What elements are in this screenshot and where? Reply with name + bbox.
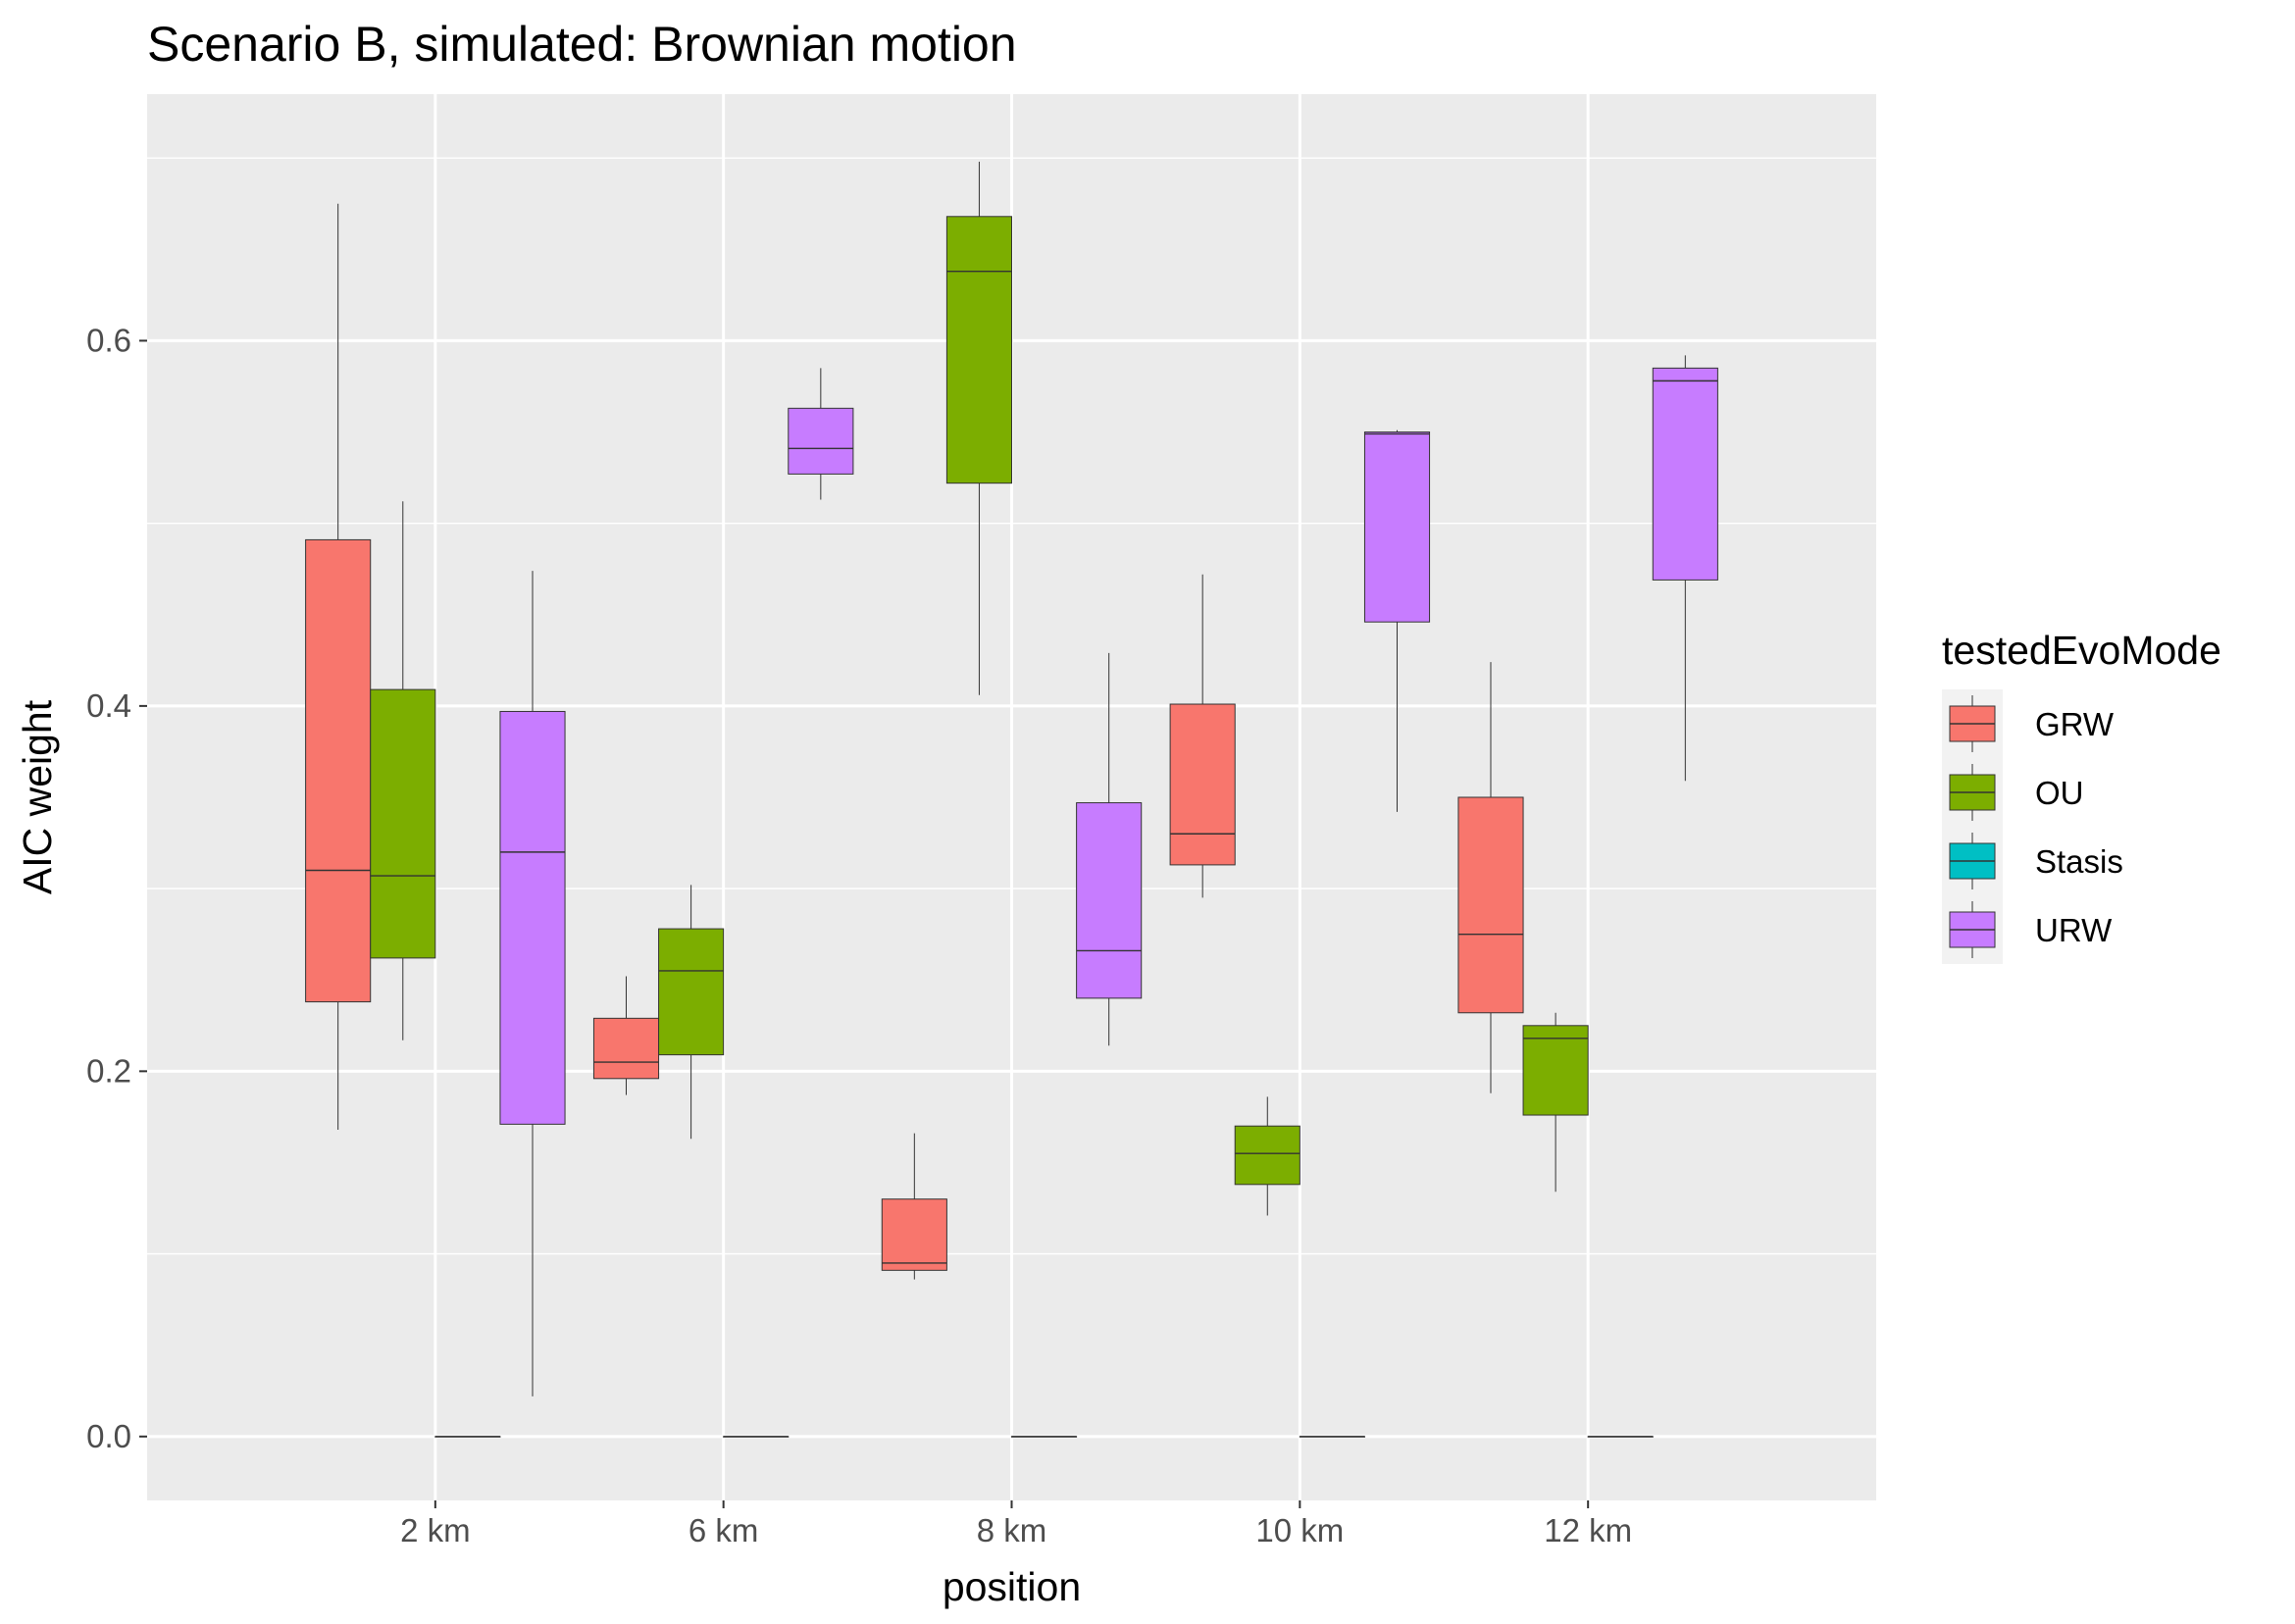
y-tick-label: 0.4 xyxy=(86,687,131,724)
box-body xyxy=(499,710,566,1125)
box-ou-3 xyxy=(1234,1096,1300,1216)
legend-label: URW xyxy=(2035,912,2113,948)
box-body xyxy=(592,1017,660,1080)
box-grw-3 xyxy=(1169,574,1236,898)
box-urw-0 xyxy=(499,571,566,1396)
box-ou-2 xyxy=(945,161,1013,695)
box-urw-1 xyxy=(788,368,854,500)
legend: testedEvoMode GRW OU Stasis URW xyxy=(1942,628,2221,964)
box-body xyxy=(658,928,725,1056)
legend-item-ou: OU xyxy=(1942,758,2084,827)
x-tick-label: 6 km xyxy=(688,1512,759,1548)
box-body xyxy=(1457,796,1524,1014)
box-body xyxy=(1234,1125,1300,1186)
legend-item-grw: GRW xyxy=(1942,689,2115,758)
box-body xyxy=(1652,367,1718,581)
legend-label: Stasis xyxy=(2035,843,2123,880)
box-body xyxy=(370,688,436,959)
legend-label: OU xyxy=(2035,775,2084,811)
y-tick-label: 0.6 xyxy=(86,322,131,358)
chart-title: Scenario B, simulated: Brownian motion xyxy=(147,17,1017,72)
legend-item-urw: URW xyxy=(1942,895,2113,964)
box-stasis-2 xyxy=(1011,1436,1078,1438)
x-tick-label: 2 km xyxy=(400,1512,471,1548)
x-tick-label: 12 km xyxy=(1544,1512,1632,1548)
box-body xyxy=(1169,703,1236,866)
box-urw-2 xyxy=(1076,652,1143,1046)
box-grw-2 xyxy=(881,1133,947,1280)
box-stasis-3 xyxy=(1299,1436,1365,1438)
box-stasis-4 xyxy=(1587,1436,1654,1438)
legend-label: GRW xyxy=(2035,706,2115,742)
x-axis: 2 km 6 km 8 km 10 km 12 km xyxy=(400,1500,1632,1548)
box-grw-0 xyxy=(305,203,372,1130)
legend-items: GRW OU Stasis URW xyxy=(1942,689,2123,964)
box-urw-3 xyxy=(1363,430,1431,812)
box-body xyxy=(945,216,1013,484)
x-tick-label: 8 km xyxy=(977,1512,1047,1548)
box-body xyxy=(305,538,372,1003)
y-axis-title: AIC weight xyxy=(15,699,60,894)
box-grw-4 xyxy=(1457,662,1524,1093)
x-tick-label: 10 km xyxy=(1255,1512,1344,1548)
x-axis-title: position xyxy=(943,1564,1081,1609)
box-body xyxy=(881,1198,947,1271)
boxplots xyxy=(305,161,1718,1438)
box-stasis-0 xyxy=(434,1436,501,1438)
box-stasis-1 xyxy=(723,1436,790,1438)
box-ou-1 xyxy=(658,885,725,1140)
y-axis: 0.0 0.2 0.4 0.6 xyxy=(86,322,147,1454)
y-tick-label: 0.2 xyxy=(86,1052,131,1089)
box-grw-1 xyxy=(592,976,660,1095)
legend-item-stasis: Stasis xyxy=(1942,827,2123,895)
y-tick-label: 0.0 xyxy=(86,1418,131,1454)
box-urw-4 xyxy=(1652,355,1718,782)
legend-title: testedEvoMode xyxy=(1942,628,2221,673)
box-body xyxy=(1363,431,1431,623)
box-ou-0 xyxy=(370,501,436,1040)
box-body xyxy=(1522,1025,1589,1116)
box-body xyxy=(788,407,854,475)
box-body xyxy=(1076,802,1143,999)
box-ou-4 xyxy=(1522,1012,1589,1193)
